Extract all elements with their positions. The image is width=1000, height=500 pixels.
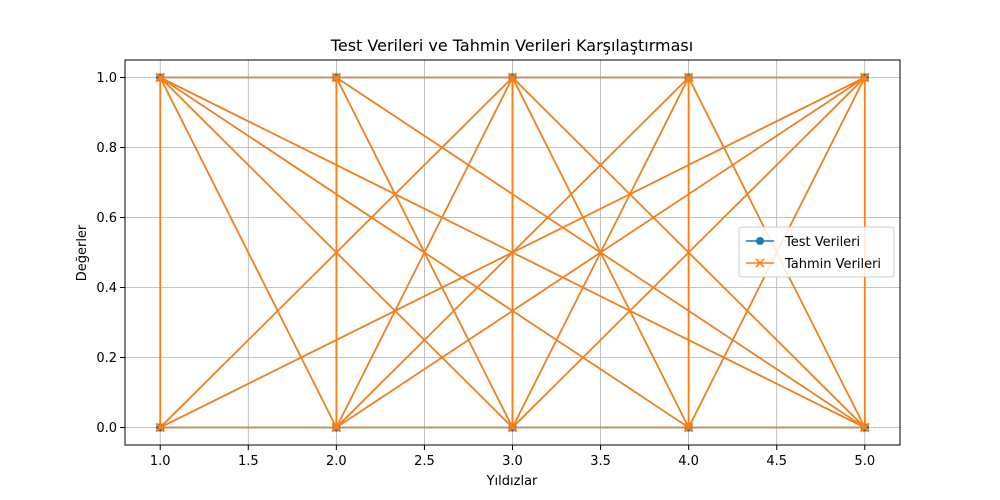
data-point (507, 422, 518, 433)
data-point (860, 422, 870, 433)
data-point (860, 72, 870, 83)
y-axis-label: Değerler (75, 224, 90, 281)
data-point (155, 422, 165, 433)
x-tick-label: 3.0 (502, 454, 523, 469)
x-axis-label: Yıldızlar (486, 474, 538, 489)
y-tick-label: 1.0 (96, 71, 117, 86)
legend-marker (755, 258, 765, 268)
data-point (331, 72, 341, 83)
series-layer (155, 72, 870, 433)
chart-title: Test Verileri ve Tahmin Verileri Karşıla… (330, 36, 693, 55)
y-tick-label: 0.4 (96, 281, 117, 296)
x-tick-label: 5.0 (854, 454, 875, 469)
series-2 (155, 72, 870, 433)
data-point (331, 422, 341, 433)
legend-box (738, 226, 895, 278)
data-point (684, 422, 694, 433)
y-axis-ticks: 0.0 0.2 0.4 0.6 0.8 1.0 (96, 71, 125, 436)
y-tick-label: 0.2 (96, 351, 117, 366)
legend-marker (756, 237, 764, 245)
x-tick-label: 2.5 (414, 454, 435, 469)
x-tick-label: 3.5 (590, 454, 611, 469)
legend-label: Test Verileri (784, 235, 860, 250)
data-point (507, 72, 518, 83)
y-tick-label: 0.6 (96, 211, 117, 226)
x-tick-label: 4.0 (678, 454, 699, 469)
x-tick-label: 4.5 (766, 454, 787, 469)
data-point (684, 72, 694, 83)
x-axis-ticks: 1.0 1.5 2.0 2.5 3.0 3.5 4.0 4.5 5.0 (150, 445, 875, 469)
x-tick-label: 1.0 (150, 454, 171, 469)
data-point (155, 72, 165, 83)
legend: Test Verileri Tahmin Verileri (738, 226, 895, 278)
legend-label: Tahmin Verileri (784, 257, 881, 272)
x-tick-label: 2.0 (326, 454, 347, 469)
x-tick-label: 1.5 (238, 454, 259, 469)
y-tick-label: 0.0 (96, 421, 117, 436)
y-tick-label: 0.8 (96, 141, 117, 156)
